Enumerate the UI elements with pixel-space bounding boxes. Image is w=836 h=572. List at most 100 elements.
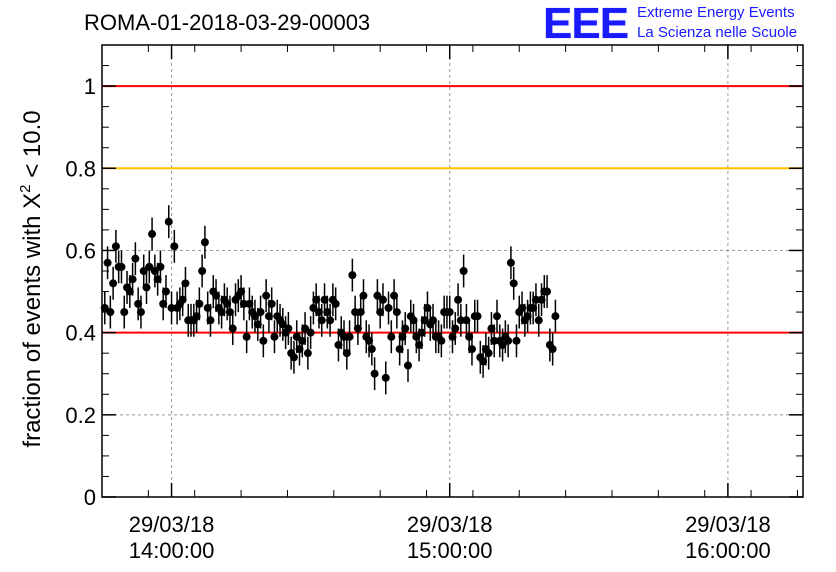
point-marker xyxy=(245,299,254,308)
data-point xyxy=(109,266,118,300)
y-tick-label: 1 xyxy=(84,74,96,99)
point-marker xyxy=(359,291,368,300)
point-marker xyxy=(512,336,521,345)
point-marker xyxy=(167,303,176,312)
point-marker xyxy=(192,312,201,321)
data-point xyxy=(284,312,293,345)
point-marker xyxy=(415,340,424,349)
point-marker xyxy=(398,332,407,341)
x-tick-label-date: 29/03/18 xyxy=(407,512,493,537)
data-point xyxy=(195,287,204,321)
point-marker xyxy=(465,332,474,341)
data-point xyxy=(384,291,393,325)
point-marker xyxy=(301,324,310,333)
point-marker xyxy=(493,312,502,321)
data-point xyxy=(139,254,148,288)
point-marker xyxy=(206,316,215,325)
x-tick-label-date: 29/03/18 xyxy=(129,512,215,537)
data-point xyxy=(262,279,271,313)
point-marker xyxy=(456,316,465,325)
data-point xyxy=(456,303,465,337)
point-marker xyxy=(170,242,179,251)
point-marker xyxy=(264,312,273,321)
y-tick-label: 0 xyxy=(84,485,96,510)
point-marker xyxy=(178,295,187,304)
point-marker xyxy=(537,295,546,304)
data-point xyxy=(326,303,335,337)
point-marker xyxy=(103,258,112,267)
point-marker xyxy=(153,275,162,284)
point-marker xyxy=(111,242,120,251)
y-tick-label: 0.2 xyxy=(65,403,96,428)
point-marker xyxy=(314,308,323,317)
data-point xyxy=(100,291,109,325)
point-marker xyxy=(289,353,298,362)
point-marker xyxy=(437,336,446,345)
data-point xyxy=(342,336,351,370)
point-marker xyxy=(239,299,248,308)
point-marker xyxy=(348,271,357,280)
point-marker xyxy=(373,291,382,300)
data-point xyxy=(142,271,151,304)
data-point xyxy=(120,295,129,329)
data-point xyxy=(506,246,515,280)
point-marker xyxy=(484,349,493,358)
data-point xyxy=(103,246,112,280)
point-marker xyxy=(353,324,362,333)
data-point xyxy=(548,332,557,366)
point-marker xyxy=(429,316,438,325)
axis-ticks xyxy=(102,44,803,498)
point-marker xyxy=(376,308,385,317)
data-point xyxy=(331,287,340,321)
point-marker xyxy=(323,308,332,317)
point-marker xyxy=(284,324,293,333)
data-point xyxy=(351,295,360,329)
point-marker xyxy=(267,299,276,308)
grid-lines xyxy=(102,45,803,497)
point-marker xyxy=(387,332,396,341)
data-point xyxy=(490,324,499,358)
data-point xyxy=(178,283,187,317)
point-marker xyxy=(367,345,376,354)
data-point xyxy=(473,299,482,333)
data-point xyxy=(390,279,399,313)
point-marker xyxy=(403,361,412,370)
point-marker xyxy=(448,332,457,341)
y-tick-label: 0.6 xyxy=(65,238,96,263)
point-marker xyxy=(543,287,552,296)
point-marker xyxy=(198,267,207,275)
point-marker xyxy=(409,316,418,325)
point-marker xyxy=(454,295,463,304)
data-point xyxy=(301,312,310,345)
point-marker xyxy=(212,291,221,300)
point-marker xyxy=(200,238,209,247)
point-marker xyxy=(117,262,126,271)
data-point xyxy=(403,349,412,382)
point-marker xyxy=(295,345,304,354)
data-point xyxy=(484,336,493,370)
point-marker xyxy=(106,308,115,317)
data-point xyxy=(437,324,446,358)
data-point xyxy=(164,205,173,239)
data-point xyxy=(340,320,349,354)
point-marker xyxy=(401,324,410,333)
data-point xyxy=(111,229,120,263)
point-marker xyxy=(356,308,365,317)
point-marker xyxy=(378,295,387,304)
data-point xyxy=(148,217,157,251)
data-point xyxy=(451,312,460,345)
data-point xyxy=(206,303,215,337)
data-point xyxy=(256,295,265,329)
data-point xyxy=(345,320,354,354)
point-marker xyxy=(451,324,460,333)
point-marker xyxy=(278,320,287,329)
point-marker xyxy=(548,345,557,354)
axis-labels: 00.20.40.60.8129/03/1814:00:0029/03/1815… xyxy=(17,74,771,563)
point-marker xyxy=(100,303,109,312)
point-marker xyxy=(365,336,374,345)
point-marker xyxy=(228,324,237,333)
data-point xyxy=(509,266,518,300)
point-marker xyxy=(531,295,540,304)
point-marker xyxy=(504,336,513,345)
data-point xyxy=(551,299,560,333)
